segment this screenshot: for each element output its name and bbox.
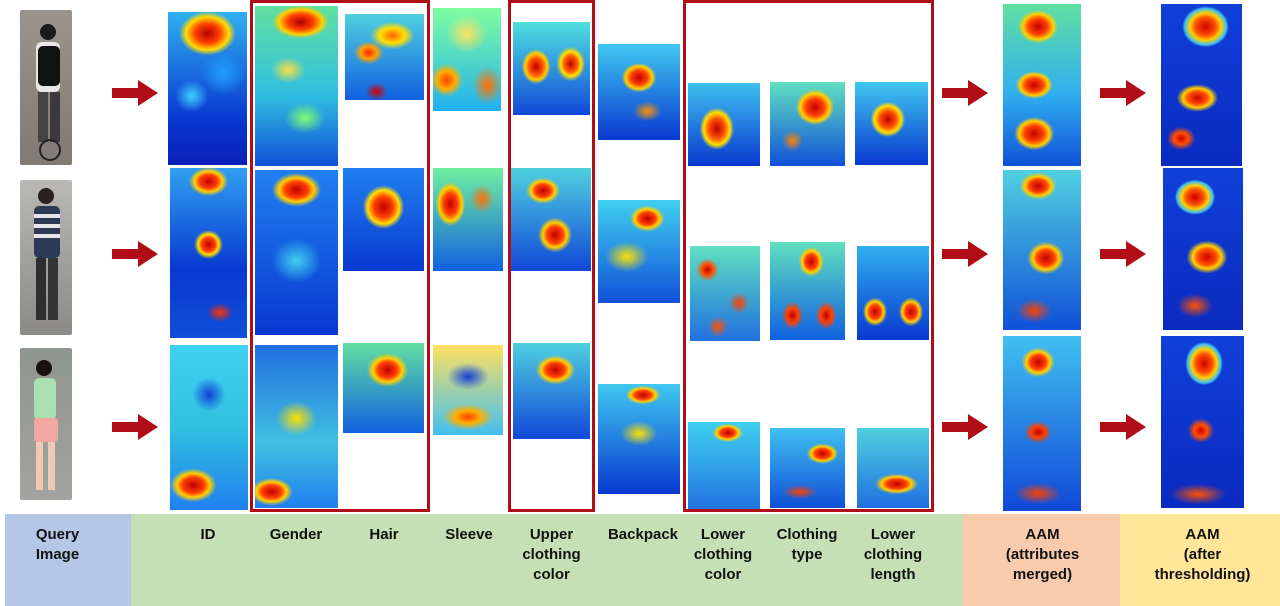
- label-lower-clothing-length: Lower clothing length: [853, 525, 933, 585]
- label-query-image: Query Image: [5, 525, 110, 565]
- label-aam-thresholded: AAM (after thresholding): [1130, 525, 1275, 585]
- label-lower-clothing-color: Lower clothing color: [683, 525, 763, 585]
- arrow-icon: [112, 414, 158, 440]
- arrow-icon: [942, 80, 988, 106]
- heatmap-backpack-row3: [598, 384, 680, 494]
- label-sleeve: Sleeve: [431, 525, 507, 545]
- heatmap-aam-row1: [1003, 4, 1081, 166]
- arrow-icon: [112, 80, 158, 106]
- heatmap-backpack-row1: [598, 44, 680, 140]
- pedestrian-1-figure: [20, 10, 72, 165]
- arrow-icon: [112, 241, 158, 267]
- highlight-box-upper-clothing: [508, 0, 595, 512]
- label-aam: AAM (attributes merged): [980, 525, 1105, 585]
- query-image-2: [20, 180, 72, 335]
- query-image-3: [20, 348, 72, 500]
- heatmap-id-row1: [168, 12, 247, 165]
- heatmap-sleeve-row3: [433, 345, 503, 435]
- label-backpack: Backpack: [599, 525, 687, 545]
- heatmap-sleeve-row1: [433, 8, 501, 111]
- arrow-icon: [942, 241, 988, 267]
- pedestrian-2-figure: [20, 180, 72, 335]
- heatmap-aam-thresholded-row1: [1161, 4, 1242, 166]
- heatmap-sleeve-row2: [433, 168, 503, 271]
- arrow-icon: [942, 414, 988, 440]
- label-gender: Gender: [253, 525, 339, 545]
- heatmap-backpack-row2: [598, 200, 680, 303]
- heatmap-id-row3: [170, 345, 248, 510]
- heatmap-aam-thresholded-row3: [1161, 336, 1244, 508]
- heatmap-aam-thresholded-row2: [1163, 168, 1243, 330]
- label-id: ID: [168, 525, 248, 545]
- heatmap-aam-row2: [1003, 170, 1081, 330]
- label-upper-clothing-color: Upper clothing color: [508, 525, 595, 585]
- pedestrian-3-figure: [20, 348, 72, 500]
- highlight-box-gender-hair: [250, 0, 430, 512]
- highlight-box-lower-clothing: [683, 0, 934, 512]
- arrow-icon: [1100, 414, 1146, 440]
- arrow-icon: [1100, 80, 1146, 106]
- heatmap-aam-row3: [1003, 336, 1081, 511]
- query-image-1: [20, 10, 72, 165]
- label-hair: Hair: [343, 525, 425, 545]
- arrow-icon: [1100, 241, 1146, 267]
- label-clothing-type: Clothing type: [764, 525, 850, 565]
- heatmap-id-row2: [170, 168, 247, 338]
